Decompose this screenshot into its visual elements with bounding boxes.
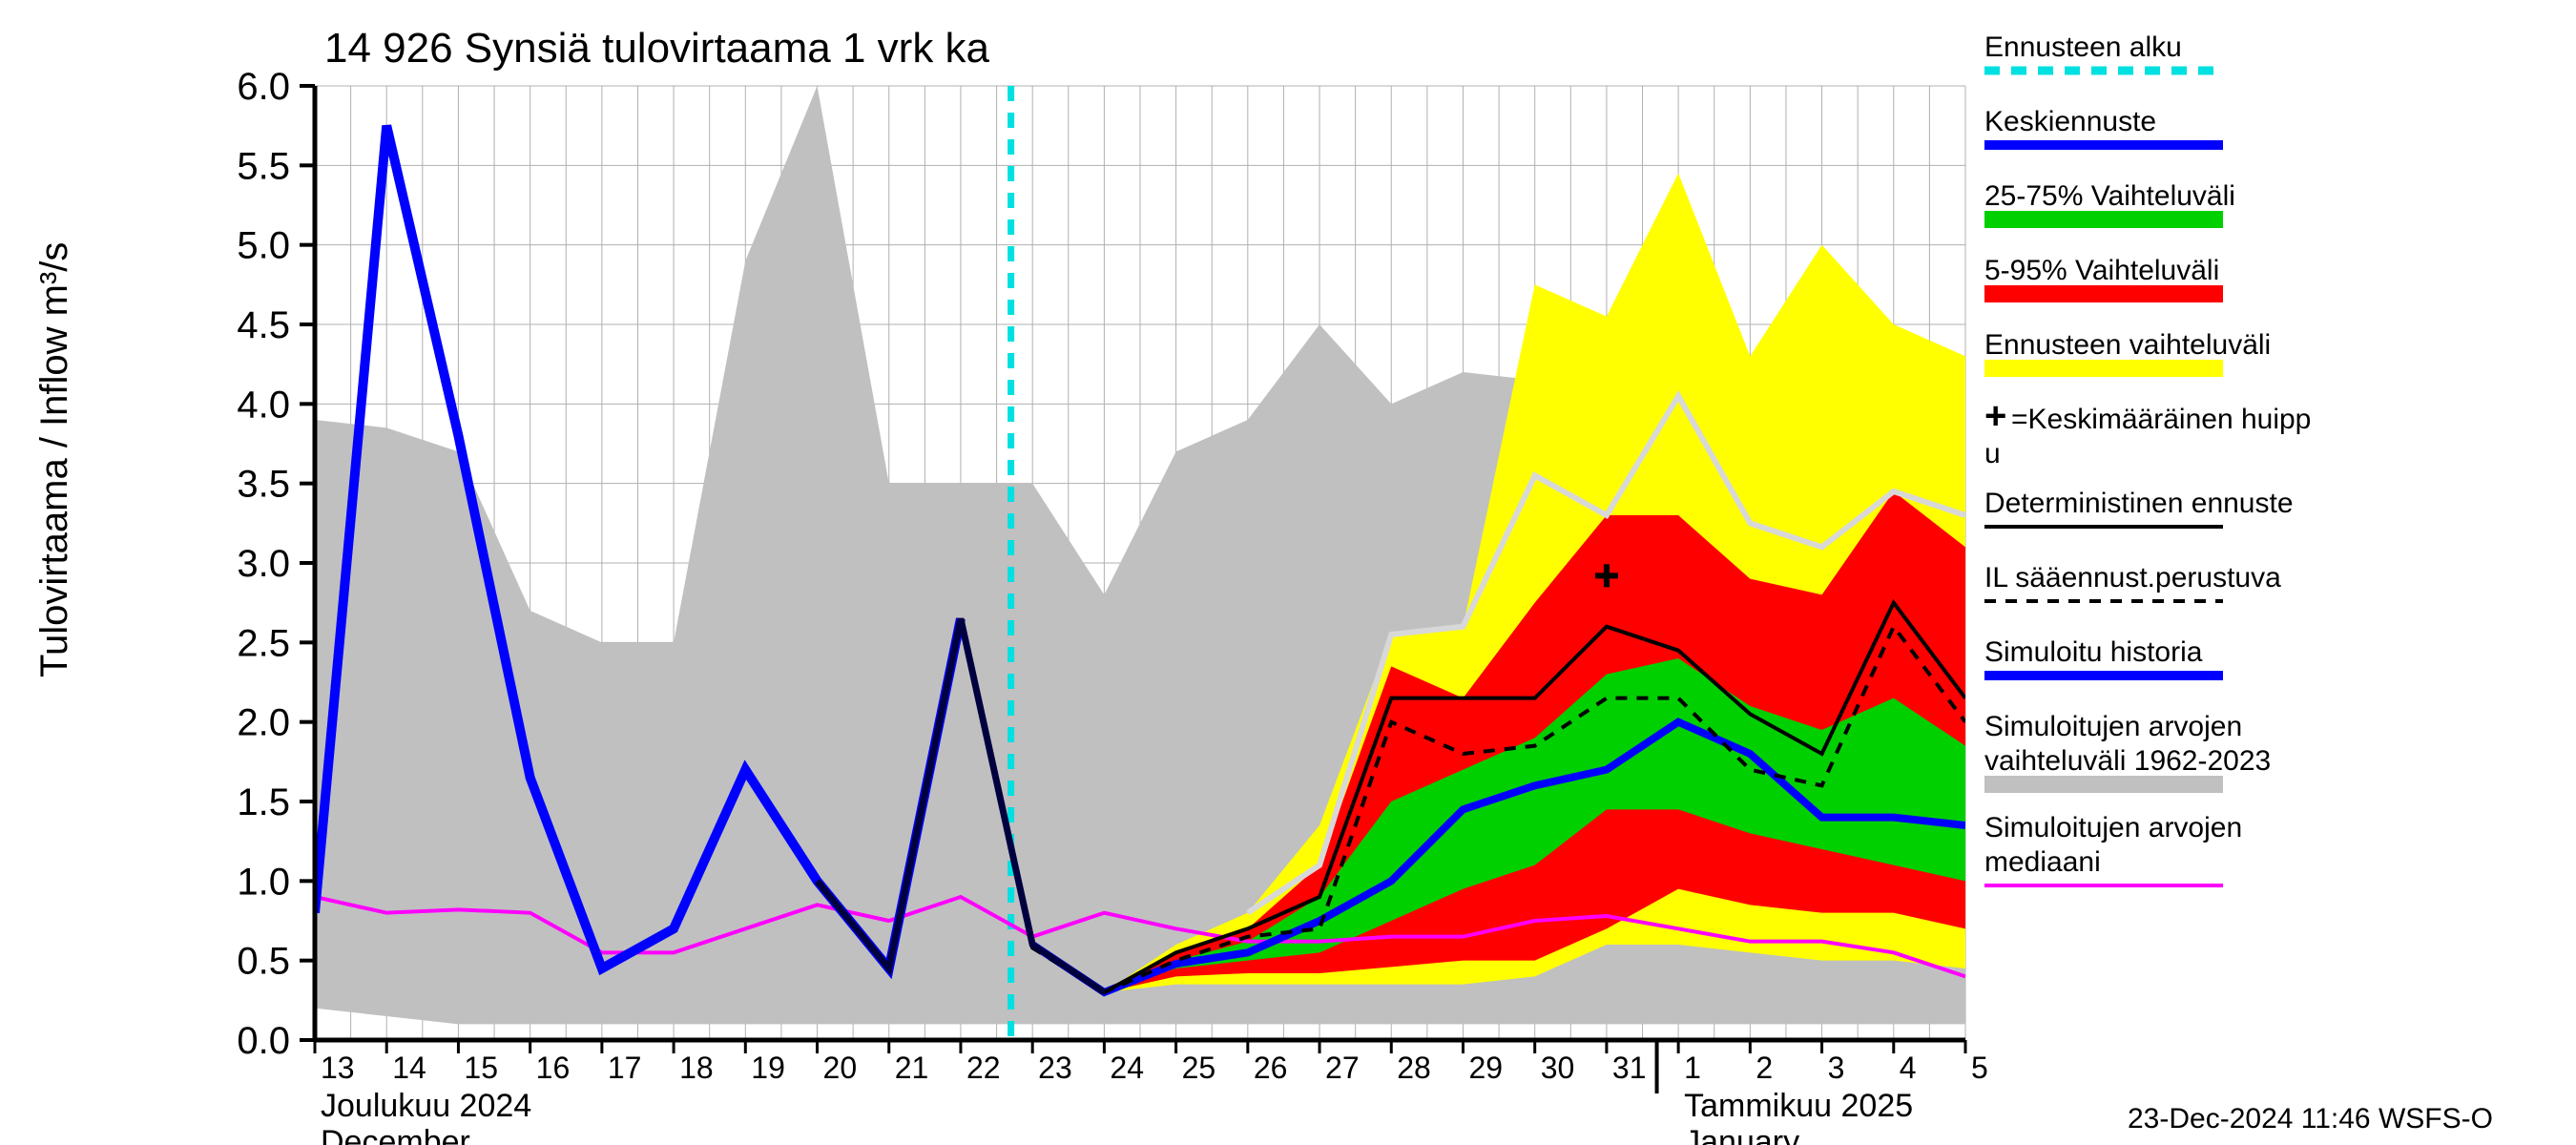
svg-text:u: u (1984, 438, 2001, 469)
x-tick-label: 3 (1828, 1051, 1845, 1085)
y-axis-label: Tulovirtaama / Inflow m³/s (33, 242, 75, 677)
svg-text:mediaani: mediaani (1984, 846, 2101, 878)
x-tick-label: 4 (1900, 1051, 1917, 1085)
legend-item: Keskiennuste (1984, 106, 2223, 145)
y-tick-label: 5.0 (237, 225, 290, 267)
legend-item: 25-75% Vaihteluväli (1984, 180, 2235, 228)
svg-text:5-95% Vaihteluväli: 5-95% Vaihteluväli (1984, 255, 2219, 286)
x-tick-label: 1 (1684, 1051, 1701, 1085)
inflow-forecast-chart: 0.0 0.5 1.0 1.5 2.0 2.5 3.0 3.5 4.0 4.5 5.0 5.5 6.0 1… (0, 0, 2576, 1145)
x-tick-label: 20 (823, 1051, 858, 1085)
y-tick-label: 4.0 (237, 384, 290, 426)
x-tick-label: 27 (1325, 1051, 1360, 1085)
x-tick-label: 5 (1971, 1051, 1988, 1085)
svg-text:=Keskimääräinen huipp: =Keskimääräinen huipp (2011, 404, 2311, 435)
legend-item: Simuloitujen arvojenmediaani (1984, 812, 2242, 885)
svg-text:25-75% Vaihteluväli: 25-75% Vaihteluväli (1984, 180, 2235, 212)
x-tick-label: 23 (1038, 1051, 1072, 1085)
x-tick-label: 13 (321, 1051, 355, 1085)
x-tick-label: 2 (1755, 1051, 1773, 1085)
x-tick-label: 18 (679, 1051, 714, 1085)
x-tick-label: 21 (895, 1051, 929, 1085)
month1-en: December (321, 1124, 470, 1145)
svg-text:Simuloitujen arvojen: Simuloitujen arvojen (1984, 711, 2242, 742)
svg-text:vaihteluväli 1962-2023: vaihteluväli 1962-2023 (1984, 745, 2271, 777)
svg-text:Ennusteen vaihteluväli: Ennusteen vaihteluväli (1984, 329, 2271, 361)
y-tick-label: 1.5 (237, 781, 290, 823)
legend-item: Deterministinen ennuste (1984, 488, 2294, 527)
y-tick-label: 2.5 (237, 622, 290, 664)
y-tick-label: 6.0 (237, 66, 290, 108)
x-tick-label: 15 (464, 1051, 498, 1085)
month2-fi: Tammikuu 2025 (1684, 1088, 1913, 1124)
x-tick-label: 26 (1254, 1051, 1288, 1085)
y-tick-label: 2.0 (237, 702, 290, 744)
x-tick-label: 25 (1182, 1051, 1216, 1085)
svg-text:+: + (1984, 395, 2006, 437)
chart-title: 14 926 Synsiä tulovirtaama 1 vrk ka (324, 25, 990, 72)
legend-item: IL sääennust.perustuva (1984, 562, 2281, 601)
y-tick-label: 0.0 (237, 1020, 290, 1062)
x-tick-label: 17 (608, 1051, 642, 1085)
y-tick-label: 0.5 (237, 941, 290, 983)
svg-text:Deterministinen ennuste: Deterministinen ennuste (1984, 488, 2294, 519)
month1-fi: Joulukuu 2024 (321, 1088, 531, 1124)
x-tick-label: 28 (1397, 1051, 1431, 1085)
svg-text:Keskiennuste: Keskiennuste (1984, 106, 2156, 137)
y-tick-label: 3.0 (237, 543, 290, 585)
svg-text:IL sääennust.perustuva: IL sääennust.perustuva (1984, 562, 2281, 593)
y-tick-label: 1.0 (237, 861, 290, 903)
footer-timestamp: 23-Dec-2024 11:46 WSFS-O (2128, 1103, 2493, 1135)
x-tick-label: 22 (966, 1051, 1001, 1085)
legend-item: 5-95% Vaihteluväli (1984, 255, 2223, 302)
svg-text:Simuloitu historia: Simuloitu historia (1984, 636, 2203, 668)
x-tick-label: 30 (1541, 1051, 1575, 1085)
legend-item: Simuloitujen arvojenvaihteluväli 1962-20… (1984, 711, 2271, 793)
y-tick-label: 3.5 (237, 464, 290, 506)
svg-text:Simuloitujen arvojen: Simuloitujen arvojen (1984, 812, 2242, 843)
legend: Ennusteen alku Keskiennuste 25-75% Vaihtel… (1984, 31, 2311, 885)
x-tick-label: 31 (1612, 1051, 1647, 1085)
legend-item: Simuloitu historia (1984, 636, 2223, 676)
svg-text:Ennusteen alku: Ennusteen alku (1984, 31, 2182, 63)
x-tick-label: 29 (1468, 1051, 1503, 1085)
x-tick-label: 19 (751, 1051, 785, 1085)
legend-item: Ennusteen alku (1984, 31, 2223, 71)
legend-item: +=Keskimääräinen huipp u (1984, 395, 2311, 469)
y-tick-label: 5.5 (237, 145, 290, 187)
x-tick-label: 24 (1110, 1051, 1144, 1085)
x-tick-label: 16 (536, 1051, 571, 1085)
month2-en: January (1684, 1124, 1799, 1145)
legend-item: Ennusteen vaihteluväli (1984, 329, 2271, 377)
y-tick-label: 4.5 (237, 304, 290, 346)
x-tick-label: 14 (392, 1051, 426, 1085)
